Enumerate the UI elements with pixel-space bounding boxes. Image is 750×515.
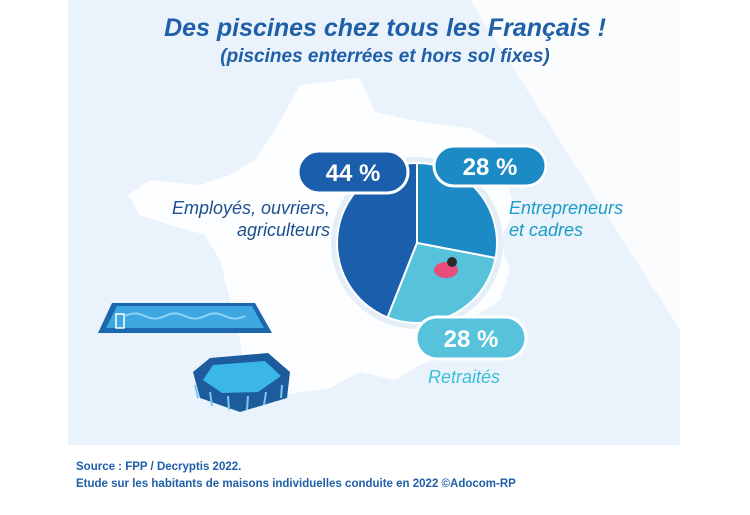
pie-slice-retraites <box>386 241 497 324</box>
value-badge-retraites-pill <box>414 315 528 361</box>
value-badge-employes: 44 % <box>296 149 410 195</box>
swimmer-icon <box>434 257 458 278</box>
category-label-employes: Employés, ouvriers, agriculteurs <box>110 197 330 241</box>
category-label-entrepreneurs-line1: Entrepreneurs <box>509 198 624 218</box>
chart-subtitle: (piscines enterrées et hors sol fixes) <box>220 46 550 67</box>
category-label-retraites: Retraités <box>428 367 501 387</box>
hexagonal-pool-icon <box>193 353 290 412</box>
category-label-employes-line1: Employés, ouvriers, <box>171 198 330 218</box>
source-line-2: Etude sur les habitants de maisons indiv… <box>76 478 516 490</box>
value-badge-entrepreneurs-text: 28 % <box>463 154 518 181</box>
value-badge-employes-text: 44 % <box>326 160 381 187</box>
category-label-entrepreneurs-line2: et cadres <box>509 220 584 240</box>
chart-title: Des piscines chez tous les Français ! <box>164 14 606 42</box>
pie-slice-entrepreneurs <box>416 161 498 260</box>
value-badge-entrepreneurs-pill <box>432 144 548 188</box>
source-line-1: Source : FPP / Decryptis 2022. <box>76 461 242 473</box>
category-label-entrepreneurs: Entrepreneurs et cadres <box>509 197 669 241</box>
value-badge-retraites-text: 28 % <box>444 326 499 353</box>
category-label-employes-line2: agriculteurs <box>236 220 330 240</box>
value-badge-retraites: 28 % <box>414 315 528 361</box>
value-badge-entrepreneurs: 28 % <box>432 144 548 188</box>
value-badge-employes-pill <box>296 149 410 195</box>
rectangular-pool-icon <box>98 303 272 333</box>
